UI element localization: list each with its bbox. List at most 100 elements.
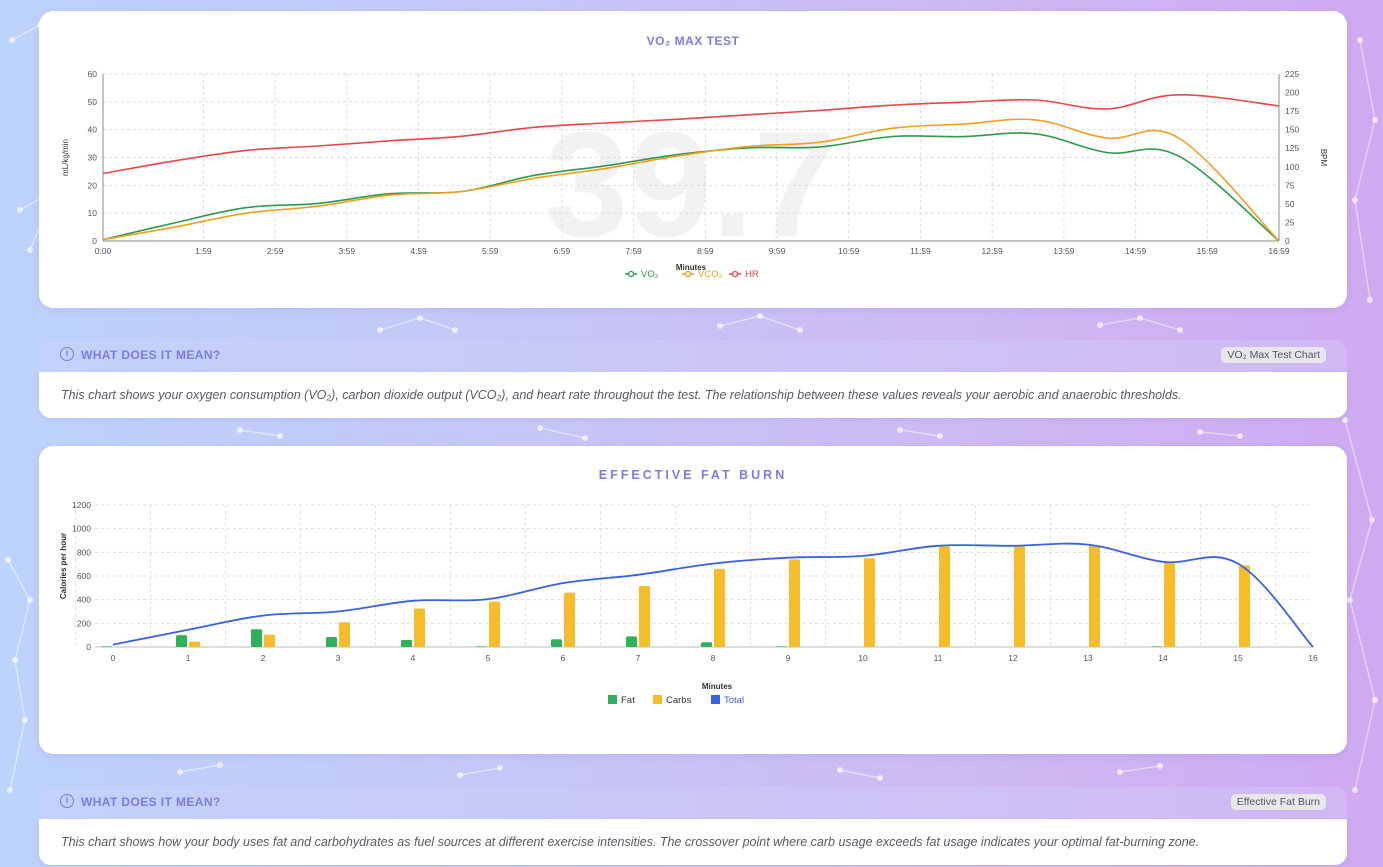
legend-label: Fat	[621, 695, 635, 706]
molecule-bond	[1349, 599, 1376, 701]
fat-burn-info-header[interactable]: i WHAT DOES IT MEAN? Effective Fat Burn	[39, 787, 1347, 819]
molecule-node	[9, 37, 15, 43]
carbs-bar	[414, 608, 425, 647]
vo2-watermark: 39.7	[545, 100, 837, 268]
molecule-node	[7, 787, 13, 793]
info-icon: i	[60, 794, 74, 808]
molecule-node	[1369, 517, 1375, 523]
legend-label: VCO₂	[698, 269, 723, 280]
y-tick-label: 10	[88, 208, 98, 218]
molecule-bond	[9, 719, 26, 791]
carbs-bar	[264, 634, 275, 647]
legend-swatch	[653, 695, 662, 704]
x-tick-label: 12:59	[982, 246, 1004, 256]
y2-tick-label: 200	[1285, 88, 1299, 98]
legend-label: Total	[724, 695, 744, 706]
carbs-bar	[639, 586, 650, 647]
fat-bar	[776, 646, 787, 647]
x-tick-label: 1:59	[195, 246, 212, 256]
legend-swatch-dot	[627, 270, 635, 278]
vo2-chart-card: VO₂ MAX TEST 39.7 0 10 20 30 40 50 60 0 25 50 75 100…	[39, 11, 1347, 308]
y-tick-label: 600	[77, 571, 91, 581]
vo2-info-header[interactable]: i WHAT DOES IT MEAN? VO₂ Max Test Chart	[39, 340, 1347, 372]
molecule-group	[5, 22, 1378, 793]
total-line	[112, 542, 1314, 648]
x-tick-label: 5	[486, 653, 491, 663]
molecule-bond	[179, 764, 221, 773]
x-tick-label: 15:59	[1197, 246, 1219, 256]
molecule-bond	[459, 767, 501, 776]
molecule-bond	[1349, 519, 1373, 601]
molecule-node	[27, 247, 33, 253]
molecule-node	[277, 433, 283, 439]
fat-burn-chart-card: EFFECTIVE FAT BURN 0 200 400 600 800 1000 1200…	[39, 446, 1347, 754]
y-tick-label: 1200	[72, 500, 91, 510]
molecule-node	[1117, 769, 1123, 775]
molecule-node	[1357, 37, 1363, 43]
x-tick-label: 13	[1083, 653, 1093, 663]
molecule-bond	[1119, 765, 1161, 773]
x-tick-label: 13:59	[1053, 246, 1075, 256]
x-tick-label: 11:59	[910, 246, 931, 256]
molecule-node	[22, 717, 28, 723]
molecule-node	[1367, 297, 1373, 303]
molecule-node	[417, 315, 423, 321]
molecule-bond	[14, 659, 26, 721]
molecule-node	[5, 557, 11, 563]
y2-tick-label: 0	[1285, 236, 1290, 246]
y-tick-label: 0	[86, 642, 91, 652]
y2-tick-label: 225	[1285, 69, 1299, 79]
x-tick-label: 15	[1233, 653, 1243, 663]
y2-tick-label: 150	[1285, 125, 1299, 135]
x-tick-label: 0	[111, 653, 116, 663]
x-tick-label: 9:59	[769, 246, 786, 256]
legend-label: VO₂	[641, 269, 659, 280]
molecule-bond	[1359, 39, 1376, 121]
molecule-node	[457, 772, 463, 778]
x-tick-label: 2:59	[267, 246, 284, 256]
info-icon: i	[60, 347, 74, 361]
molecule-bond	[759, 315, 801, 331]
molecule-node	[27, 597, 33, 603]
molecule-node	[177, 769, 183, 775]
molecule-node	[837, 767, 843, 773]
fat-bar	[476, 646, 487, 647]
molecule-bond	[419, 317, 456, 331]
legend-swatch	[711, 695, 720, 704]
carbs-bar	[939, 546, 950, 647]
molecule-node	[937, 433, 943, 439]
y-tick-label: 60	[88, 69, 98, 79]
fat-burn-chart-title: EFFECTIVE FAT BURN	[598, 468, 788, 482]
molecule-node	[1177, 327, 1183, 333]
molecule-bond	[1099, 317, 1141, 326]
molecule-node	[1157, 763, 1163, 769]
y2-tick-label: 125	[1285, 143, 1299, 153]
molecule-node	[537, 425, 543, 431]
molecule-bond	[719, 315, 761, 327]
molecule-node	[582, 435, 588, 441]
carbs-bar	[1014, 546, 1025, 647]
molecule-node	[1097, 322, 1103, 328]
molecule-node	[377, 327, 383, 333]
vo2-info-title: WHAT DOES IT MEAN?	[81, 348, 221, 362]
y-axis-label: Calories per hour	[59, 533, 68, 599]
x-tick-label: 7:59	[625, 246, 642, 256]
vo2-chart: 39.7 0 10 20 30 40 50 60 0 25 50 75 100 125 150 175 200 2…	[61, 69, 1328, 280]
y-tick-label: 30	[88, 153, 98, 163]
fat-bar	[251, 629, 262, 647]
carbs-bar	[564, 592, 575, 647]
molecule-node	[12, 657, 18, 663]
y2-tick-label: 75	[1285, 180, 1295, 190]
vo2-info-tag: VO₂ Max Test Chart	[1221, 347, 1326, 363]
x-tick-label: 11	[934, 653, 943, 663]
molecule-bond	[1354, 199, 1371, 301]
y-axis-label: mL/kg/min	[61, 139, 70, 176]
fat-bar	[701, 642, 712, 647]
y-tick-label: 50	[88, 97, 98, 107]
carbs-bar	[489, 601, 500, 647]
x-tick-label: 12	[1008, 653, 1018, 663]
x-tick-label: 10:59	[838, 246, 860, 256]
series-line-0	[102, 132, 1280, 242]
